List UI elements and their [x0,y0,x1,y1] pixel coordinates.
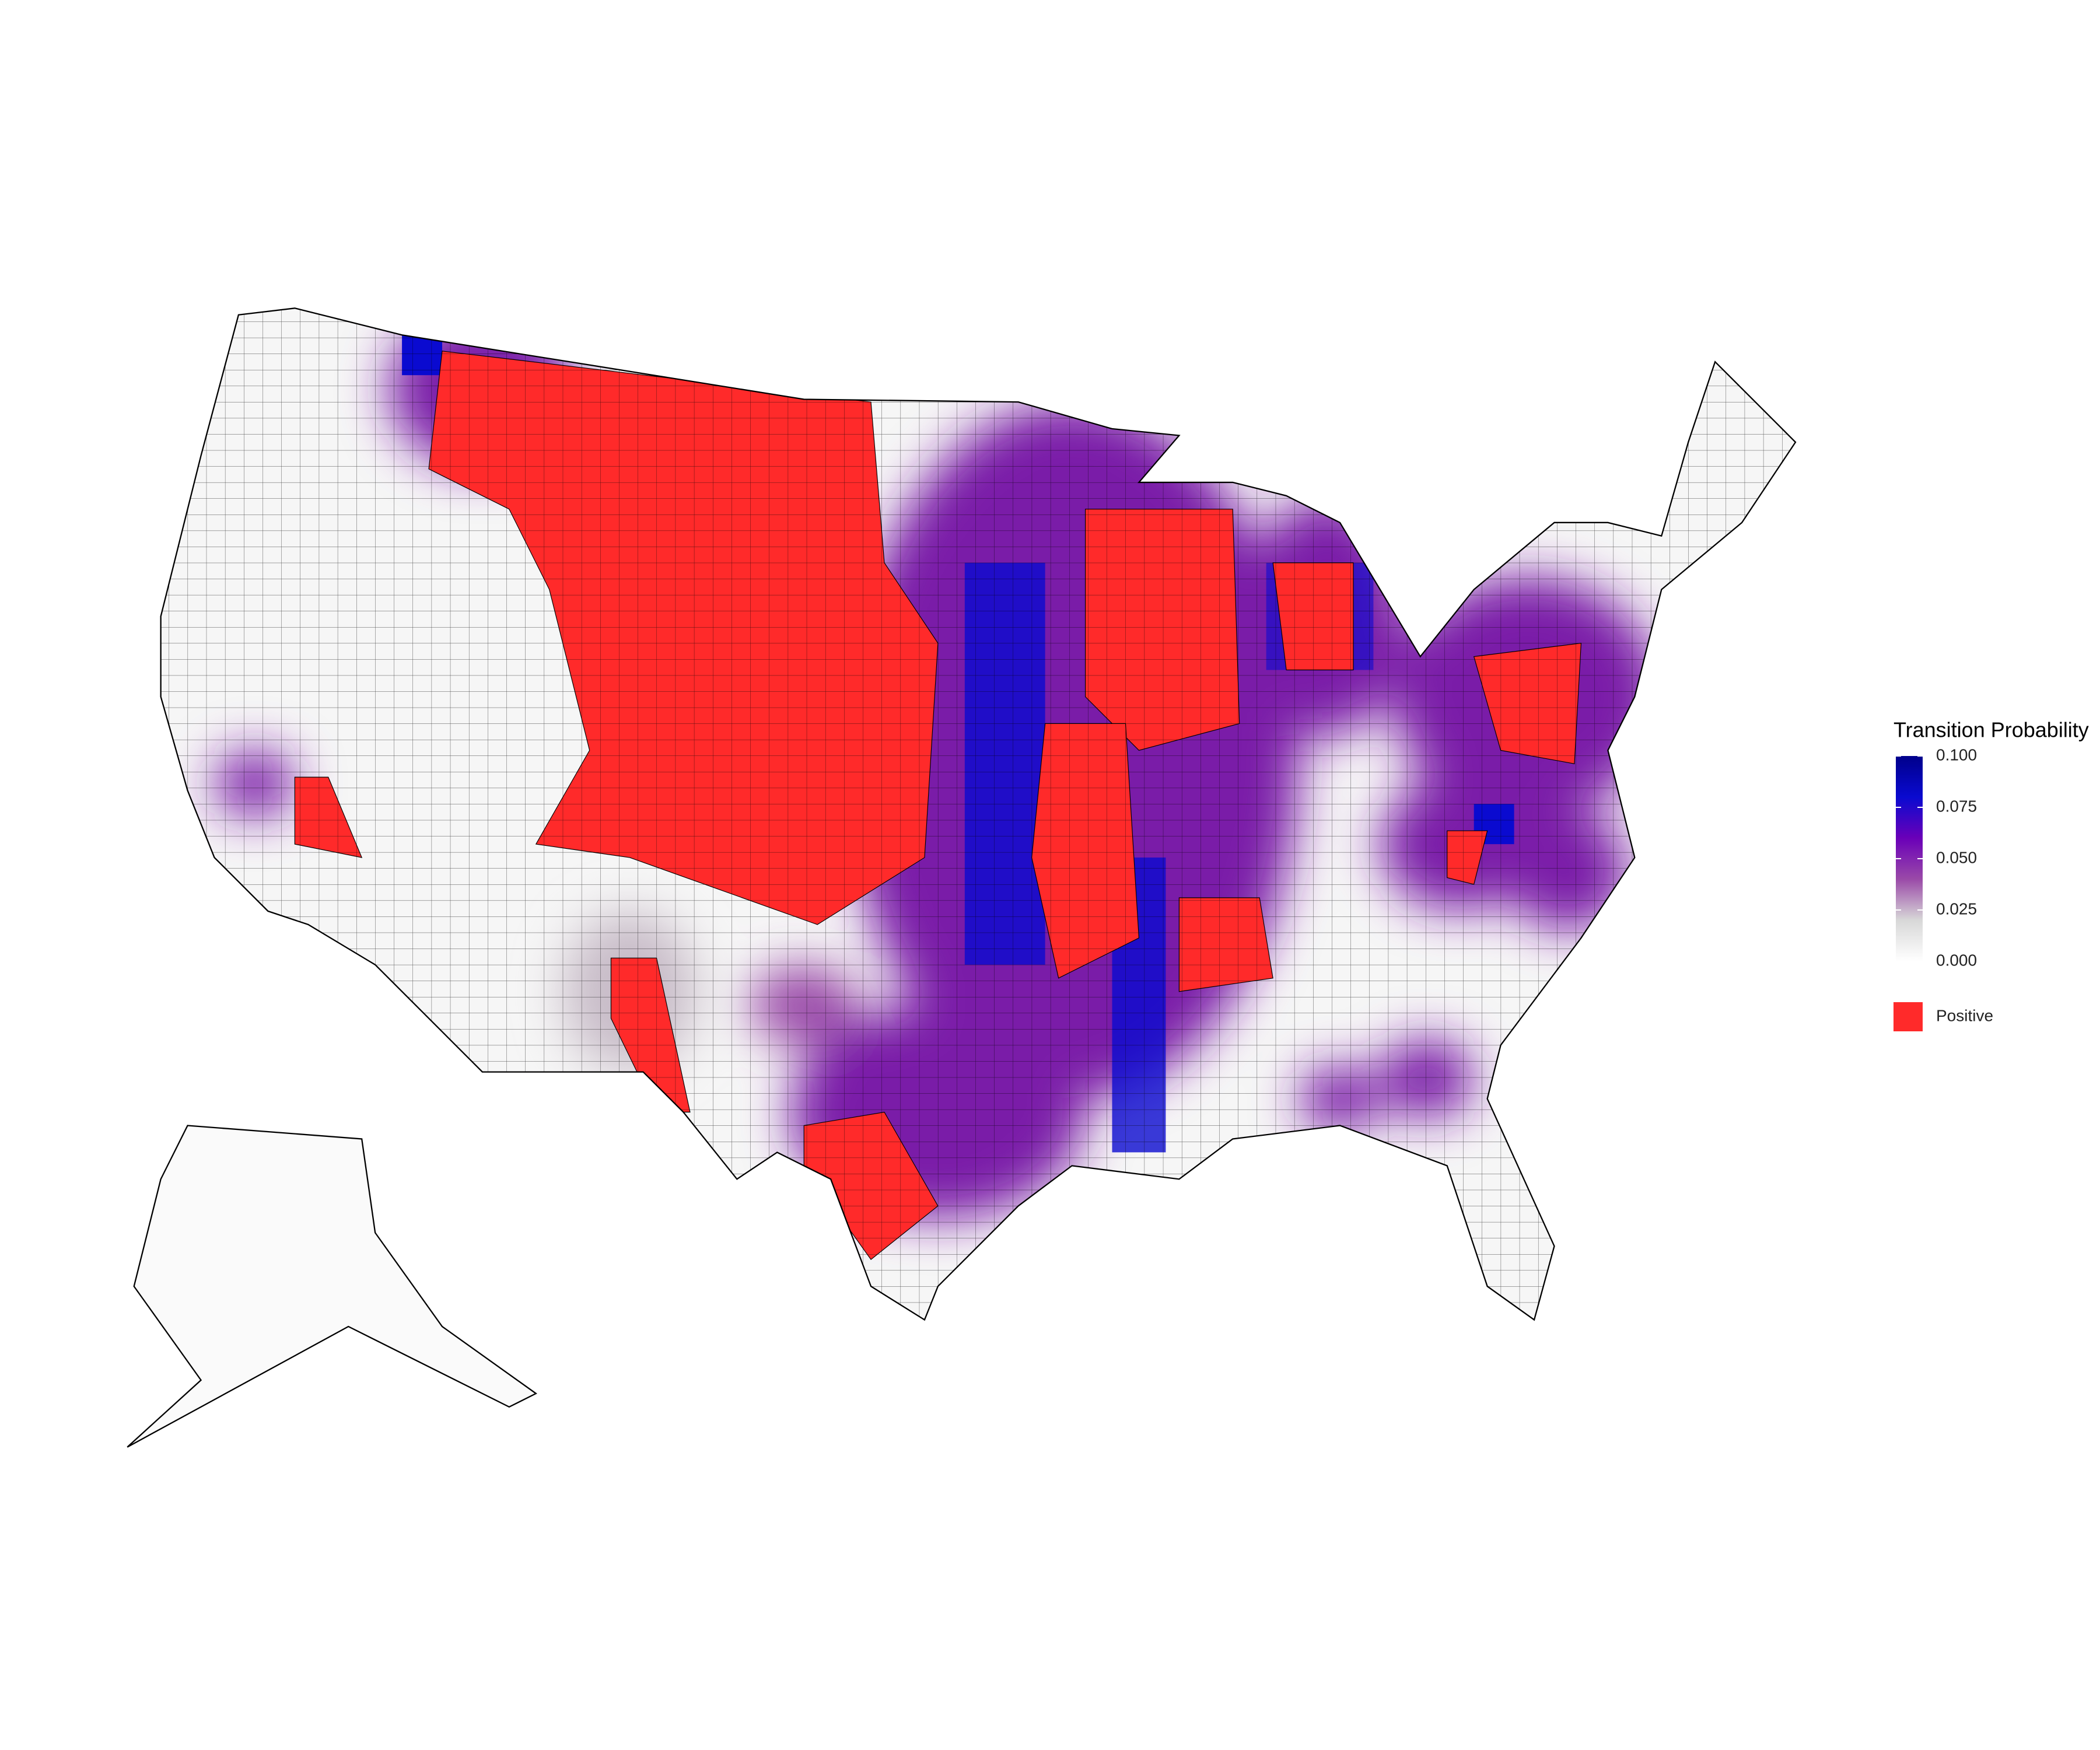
legend: Transition Probability 0.000 0.025 0.050 0.… [1894,718,2089,1031]
contiguous-us [160,308,1796,1320]
tick-label: 0.000 [1936,951,1977,969]
tick-label: 0.050 [1936,848,1977,866]
alaska [127,1125,538,1448]
positive-swatch [1894,1002,1923,1031]
legend-title: Transition Probability [1894,718,2089,742]
tick-label: 0.025 [1936,900,1977,918]
map [127,307,1797,1448]
tick-label: 0.100 [1936,746,1977,764]
tick-label: 0.075 [1936,797,1977,815]
positive-label: Positive [1936,1006,1993,1024]
